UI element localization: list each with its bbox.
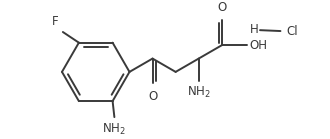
- Text: F: F: [52, 15, 58, 28]
- Text: NH$_2$: NH$_2$: [103, 121, 126, 137]
- Text: OH: OH: [249, 39, 267, 52]
- Text: H: H: [249, 23, 258, 36]
- Text: Cl: Cl: [287, 25, 298, 38]
- Text: NH$_2$: NH$_2$: [187, 85, 211, 100]
- Text: O: O: [148, 90, 157, 103]
- Text: O: O: [217, 1, 226, 14]
